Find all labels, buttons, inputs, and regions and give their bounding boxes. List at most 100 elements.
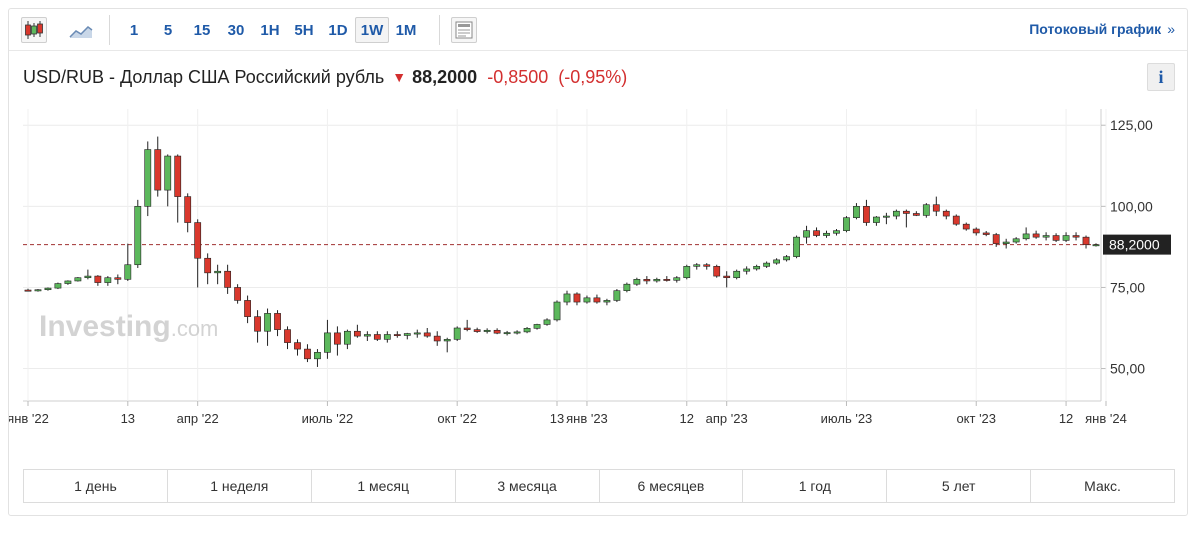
candle-up bbox=[124, 264, 132, 280]
candle-up bbox=[543, 319, 551, 325]
candle-up bbox=[873, 216, 880, 223]
timeframe-1d[interactable]: 1D bbox=[328, 22, 348, 39]
candle-down bbox=[1032, 233, 1040, 238]
candle-down bbox=[663, 279, 671, 281]
x-tick-label: апр '23 bbox=[706, 411, 748, 426]
x-tick-label: июль '23 bbox=[821, 411, 873, 426]
area-chart-icon[interactable] bbox=[67, 17, 93, 43]
y-tick-label: 125,00 bbox=[1110, 117, 1153, 133]
x-tick-label: окт '23 bbox=[956, 411, 996, 426]
period-5-years[interactable]: 5 лет bbox=[887, 470, 1032, 502]
candle-up bbox=[1092, 244, 1100, 247]
x-tick-label: янв '24 bbox=[1085, 411, 1127, 426]
period-1-year[interactable]: 1 год bbox=[743, 470, 888, 502]
last-price-tag-label: 88,2000 bbox=[1109, 237, 1160, 253]
news-layout-icon[interactable] bbox=[451, 17, 477, 43]
candle-up bbox=[144, 149, 152, 207]
timeframe-1m[interactable]: 1M bbox=[395, 22, 417, 39]
candle-up bbox=[853, 206, 860, 218]
candle-up bbox=[892, 210, 900, 217]
candle-up bbox=[563, 293, 571, 303]
x-tick-label: 13 bbox=[121, 411, 135, 426]
x-tick-label: 12 bbox=[1059, 411, 1073, 426]
candle-down bbox=[154, 149, 162, 191]
toolbar-divider bbox=[439, 15, 440, 45]
candle-down bbox=[204, 257, 212, 274]
candle-down bbox=[593, 297, 601, 303]
toolbar-divider bbox=[109, 15, 110, 45]
candle-up bbox=[523, 328, 531, 333]
y-tick-label: 50,00 bbox=[1110, 361, 1145, 377]
candle-up bbox=[443, 339, 451, 342]
candle-up bbox=[763, 262, 771, 267]
period-6-months[interactable]: 6 месяцев bbox=[600, 470, 744, 502]
timeframe-5h[interactable]: 5H bbox=[294, 22, 314, 39]
period-1-month[interactable]: 1 месяц bbox=[312, 470, 456, 502]
candle-up bbox=[583, 297, 591, 303]
candle-up bbox=[823, 232, 830, 236]
period-3-months[interactable]: 3 месяца bbox=[456, 470, 600, 502]
candle-down bbox=[643, 279, 651, 282]
candle-down bbox=[932, 204, 940, 212]
period-1-week[interactable]: 1 неделя bbox=[168, 470, 312, 502]
candle-up bbox=[363, 334, 371, 337]
x-tick-label: окт '22 bbox=[437, 411, 477, 426]
timeframe-1w[interactable]: 1W bbox=[355, 17, 389, 43]
candle-down bbox=[234, 287, 241, 301]
price-change-percent: (-0,95%) bbox=[558, 66, 628, 87]
candle-down bbox=[174, 155, 182, 197]
timeframe-1h[interactable]: 1H bbox=[260, 22, 280, 39]
candle-up bbox=[843, 217, 850, 231]
candle-down bbox=[194, 222, 202, 259]
candle-up bbox=[403, 333, 411, 336]
candle-down bbox=[423, 332, 431, 337]
timeframe-group: 1 5 15 30 1H 5H 1D 1W 1M bbox=[117, 17, 423, 43]
candle-up bbox=[383, 334, 391, 340]
period-max[interactable]: Макс. bbox=[1084, 478, 1121, 494]
streaming-chart-link[interactable]: Потоковый график » bbox=[1029, 21, 1175, 37]
y-tick-label: 100,00 bbox=[1110, 198, 1153, 214]
candle-up bbox=[44, 287, 52, 291]
candle-up bbox=[683, 266, 691, 279]
candle-down bbox=[1052, 235, 1060, 241]
candle-down bbox=[723, 275, 731, 279]
candle-up bbox=[533, 324, 541, 329]
candle-down bbox=[942, 210, 950, 217]
candle-up bbox=[833, 230, 840, 234]
timeframe-30[interactable]: 30 bbox=[227, 22, 245, 39]
period-1-day[interactable]: 1 день bbox=[24, 470, 168, 502]
candle-up bbox=[693, 264, 701, 267]
investing-watermark: Investing.com bbox=[39, 310, 218, 343]
last-price-tag bbox=[1103, 234, 1171, 255]
candlestick-chart-icon[interactable] bbox=[21, 17, 47, 43]
candle-up bbox=[653, 279, 661, 282]
timeframe-5[interactable]: 5 bbox=[163, 22, 173, 39]
timeframe-15[interactable]: 15 bbox=[193, 22, 211, 39]
candle-up bbox=[1012, 238, 1020, 243]
candle-down bbox=[902, 210, 910, 214]
investing-watermark-suffix: .com bbox=[171, 316, 219, 341]
candle-up bbox=[483, 329, 491, 332]
candle-down bbox=[284, 329, 291, 343]
candle-up bbox=[922, 204, 930, 216]
candle-down bbox=[433, 335, 441, 342]
candle-up bbox=[503, 332, 511, 335]
candle-down bbox=[304, 348, 311, 360]
streaming-chart-label: Потоковый график bbox=[1029, 21, 1162, 37]
candle-down bbox=[114, 277, 122, 280]
x-tick-label: апр '22 bbox=[177, 411, 219, 426]
candle-up bbox=[783, 256, 790, 261]
candle-up bbox=[104, 277, 112, 283]
candle-up bbox=[1042, 235, 1050, 238]
x-tick-label: июль '22 bbox=[302, 411, 354, 426]
x-tick-label: янв '23 bbox=[566, 411, 608, 426]
candlestick-chart[interactable]: 50,00 75,00 100,00 125,00 янв '22 13 апр '22 ию… bbox=[9, 9, 1189, 459]
info-button[interactable]: i bbox=[1147, 63, 1175, 91]
candle-down bbox=[393, 334, 401, 336]
candle-up bbox=[803, 230, 810, 238]
candle-up bbox=[613, 290, 621, 301]
timeframe-1[interactable]: 1 bbox=[129, 22, 139, 39]
candle-down bbox=[274, 313, 281, 330]
y-tick-label: 75,00 bbox=[1110, 279, 1145, 295]
x-tick-label: янв '22 bbox=[9, 411, 49, 426]
